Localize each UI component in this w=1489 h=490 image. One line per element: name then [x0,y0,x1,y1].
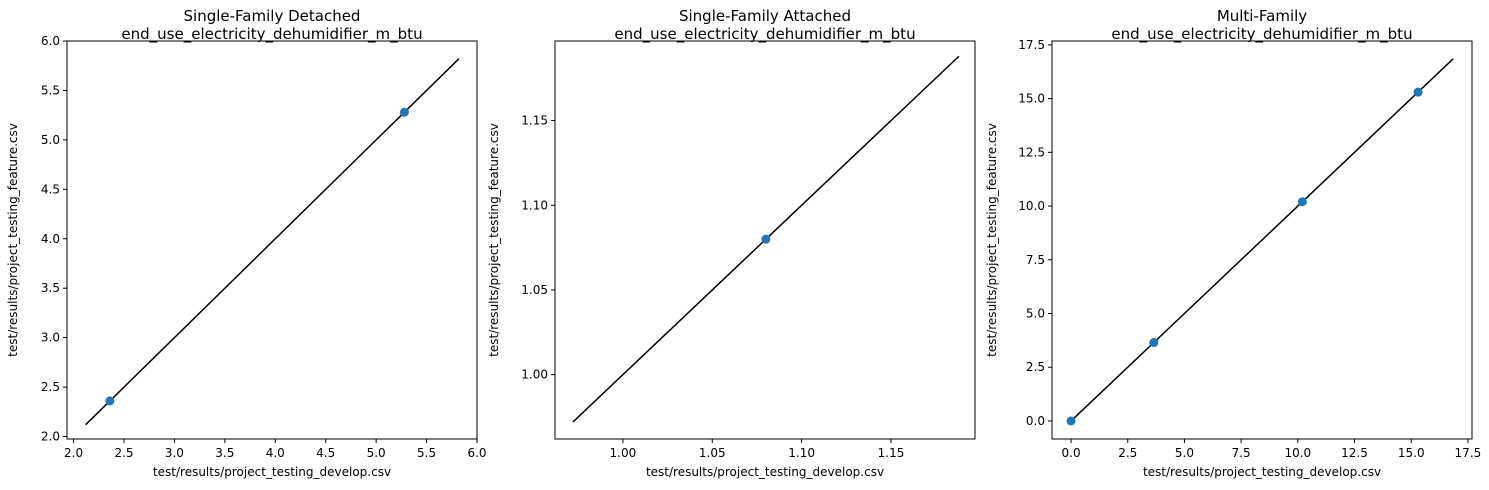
y-tick-label: 4.0 [41,232,60,246]
y-tick-label: 12.5 [1018,145,1045,159]
data-point [105,396,115,406]
x-axis-label: test/results/project_testing_develop.csv [153,465,391,479]
y-tick-label: 2.5 [1026,360,1045,374]
x-tick-label: 1.15 [878,446,905,460]
y-tick-label: 1.05 [521,283,548,297]
axes-frame [1051,40,1473,440]
x-axis-label: test/results/project_testing_develop.csv [646,465,884,479]
y-tick-label: 4.5 [41,182,60,196]
x-tick-label: 5.0 [367,446,386,460]
y-tick-label: 3.0 [41,331,60,345]
subplot-3: 0.0 2.5 5.0 7.5 10.0 12.5 15.0 17.5 0.0 2.5 5.0 7.5… [985,7,1481,479]
axes-frame [554,40,976,440]
x-tick-label: 2.5 [1118,446,1137,460]
subplot-1: 2.0 2.5 3.0 3.5 4.0 4.5 5.0 5.5 6.0 2.0 2.5 3.0 3.5 4… [6,7,487,479]
chart-title: Single-Family Attached [679,7,851,25]
x-tick-label: 2.0 [64,446,83,460]
x-tick-label: 1.10 [788,446,815,460]
y-axis-label: test/results/project_testing_feature.csv [487,123,501,357]
y-tick-label: 2.5 [41,380,60,394]
x-tick-label: 5.5 [417,446,436,460]
chart-subtitle: end_use_electricity_dehumidifier_m_btu [121,25,422,44]
x-tick-label: 12.5 [1341,446,1368,460]
y-tick-label: 3.5 [41,281,60,295]
y-tick-label: 6.0 [41,34,60,48]
y-tick-label: 1.10 [521,198,548,212]
y-tick-label: 7.5 [1026,253,1045,267]
data-point [1413,87,1423,97]
data-point [761,234,771,244]
y-axis-label: test/results/project_testing_feature.csv [985,123,999,357]
subplot-2: 1.00 1.05 1.10 1.15 1.00 1.05 1.10 1.15 Single-F… [487,7,976,479]
axes-frame [66,40,478,440]
y-tick-label: 5.0 [41,133,60,147]
x-axis-label: test/results/project_testing_develop.csv [1143,465,1381,479]
data-point [1066,416,1076,426]
y-tick-label: 5.5 [41,83,60,97]
reference-line [1070,58,1454,422]
x-tick-label: 5.0 [1175,446,1194,460]
y-tick-label: 15.0 [1018,92,1045,106]
x-tick-label: 7.5 [1232,446,1251,460]
chart-subtitle: end_use_electricity_dehumidifier_m_btu [1111,25,1412,44]
x-tick-label: 0.0 [1062,446,1081,460]
reference-line [85,58,460,426]
x-tick-label: 17.5 [1455,446,1482,460]
y-tick-label: 0.0 [1026,414,1045,428]
y-tick-label: 10.0 [1018,199,1045,213]
chart-title: Single-Family Detached [184,7,361,25]
y-tick-label: 5.0 [1026,306,1045,320]
data-point [399,107,409,117]
x-tick-label: 1.05 [699,446,726,460]
y-tick-label: 1.00 [521,368,548,382]
x-tick-label: 3.5 [215,446,234,460]
x-tick-label: 6.0 [467,446,486,460]
x-tick-label: 4.0 [266,446,285,460]
y-axis-label: test/results/project_testing_feature.csv [6,123,20,357]
x-tick-label: 4.5 [316,446,335,460]
y-tick-label: 2.0 [41,430,60,444]
x-tick-label: 15.0 [1398,446,1425,460]
y-tick-label: 1.15 [521,114,548,128]
x-tick-label: 2.5 [114,446,133,460]
data-point [1297,197,1307,207]
chart-title: Multi-Family [1217,7,1307,25]
x-tick-label: 3.0 [165,446,184,460]
x-tick-label: 1.00 [610,446,637,460]
x-tick-label: 10.0 [1284,446,1311,460]
chart-subtitle: end_use_electricity_dehumidifier_m_btu [614,25,915,44]
y-tick-label: 17.5 [1018,38,1045,52]
data-point [1149,338,1159,348]
